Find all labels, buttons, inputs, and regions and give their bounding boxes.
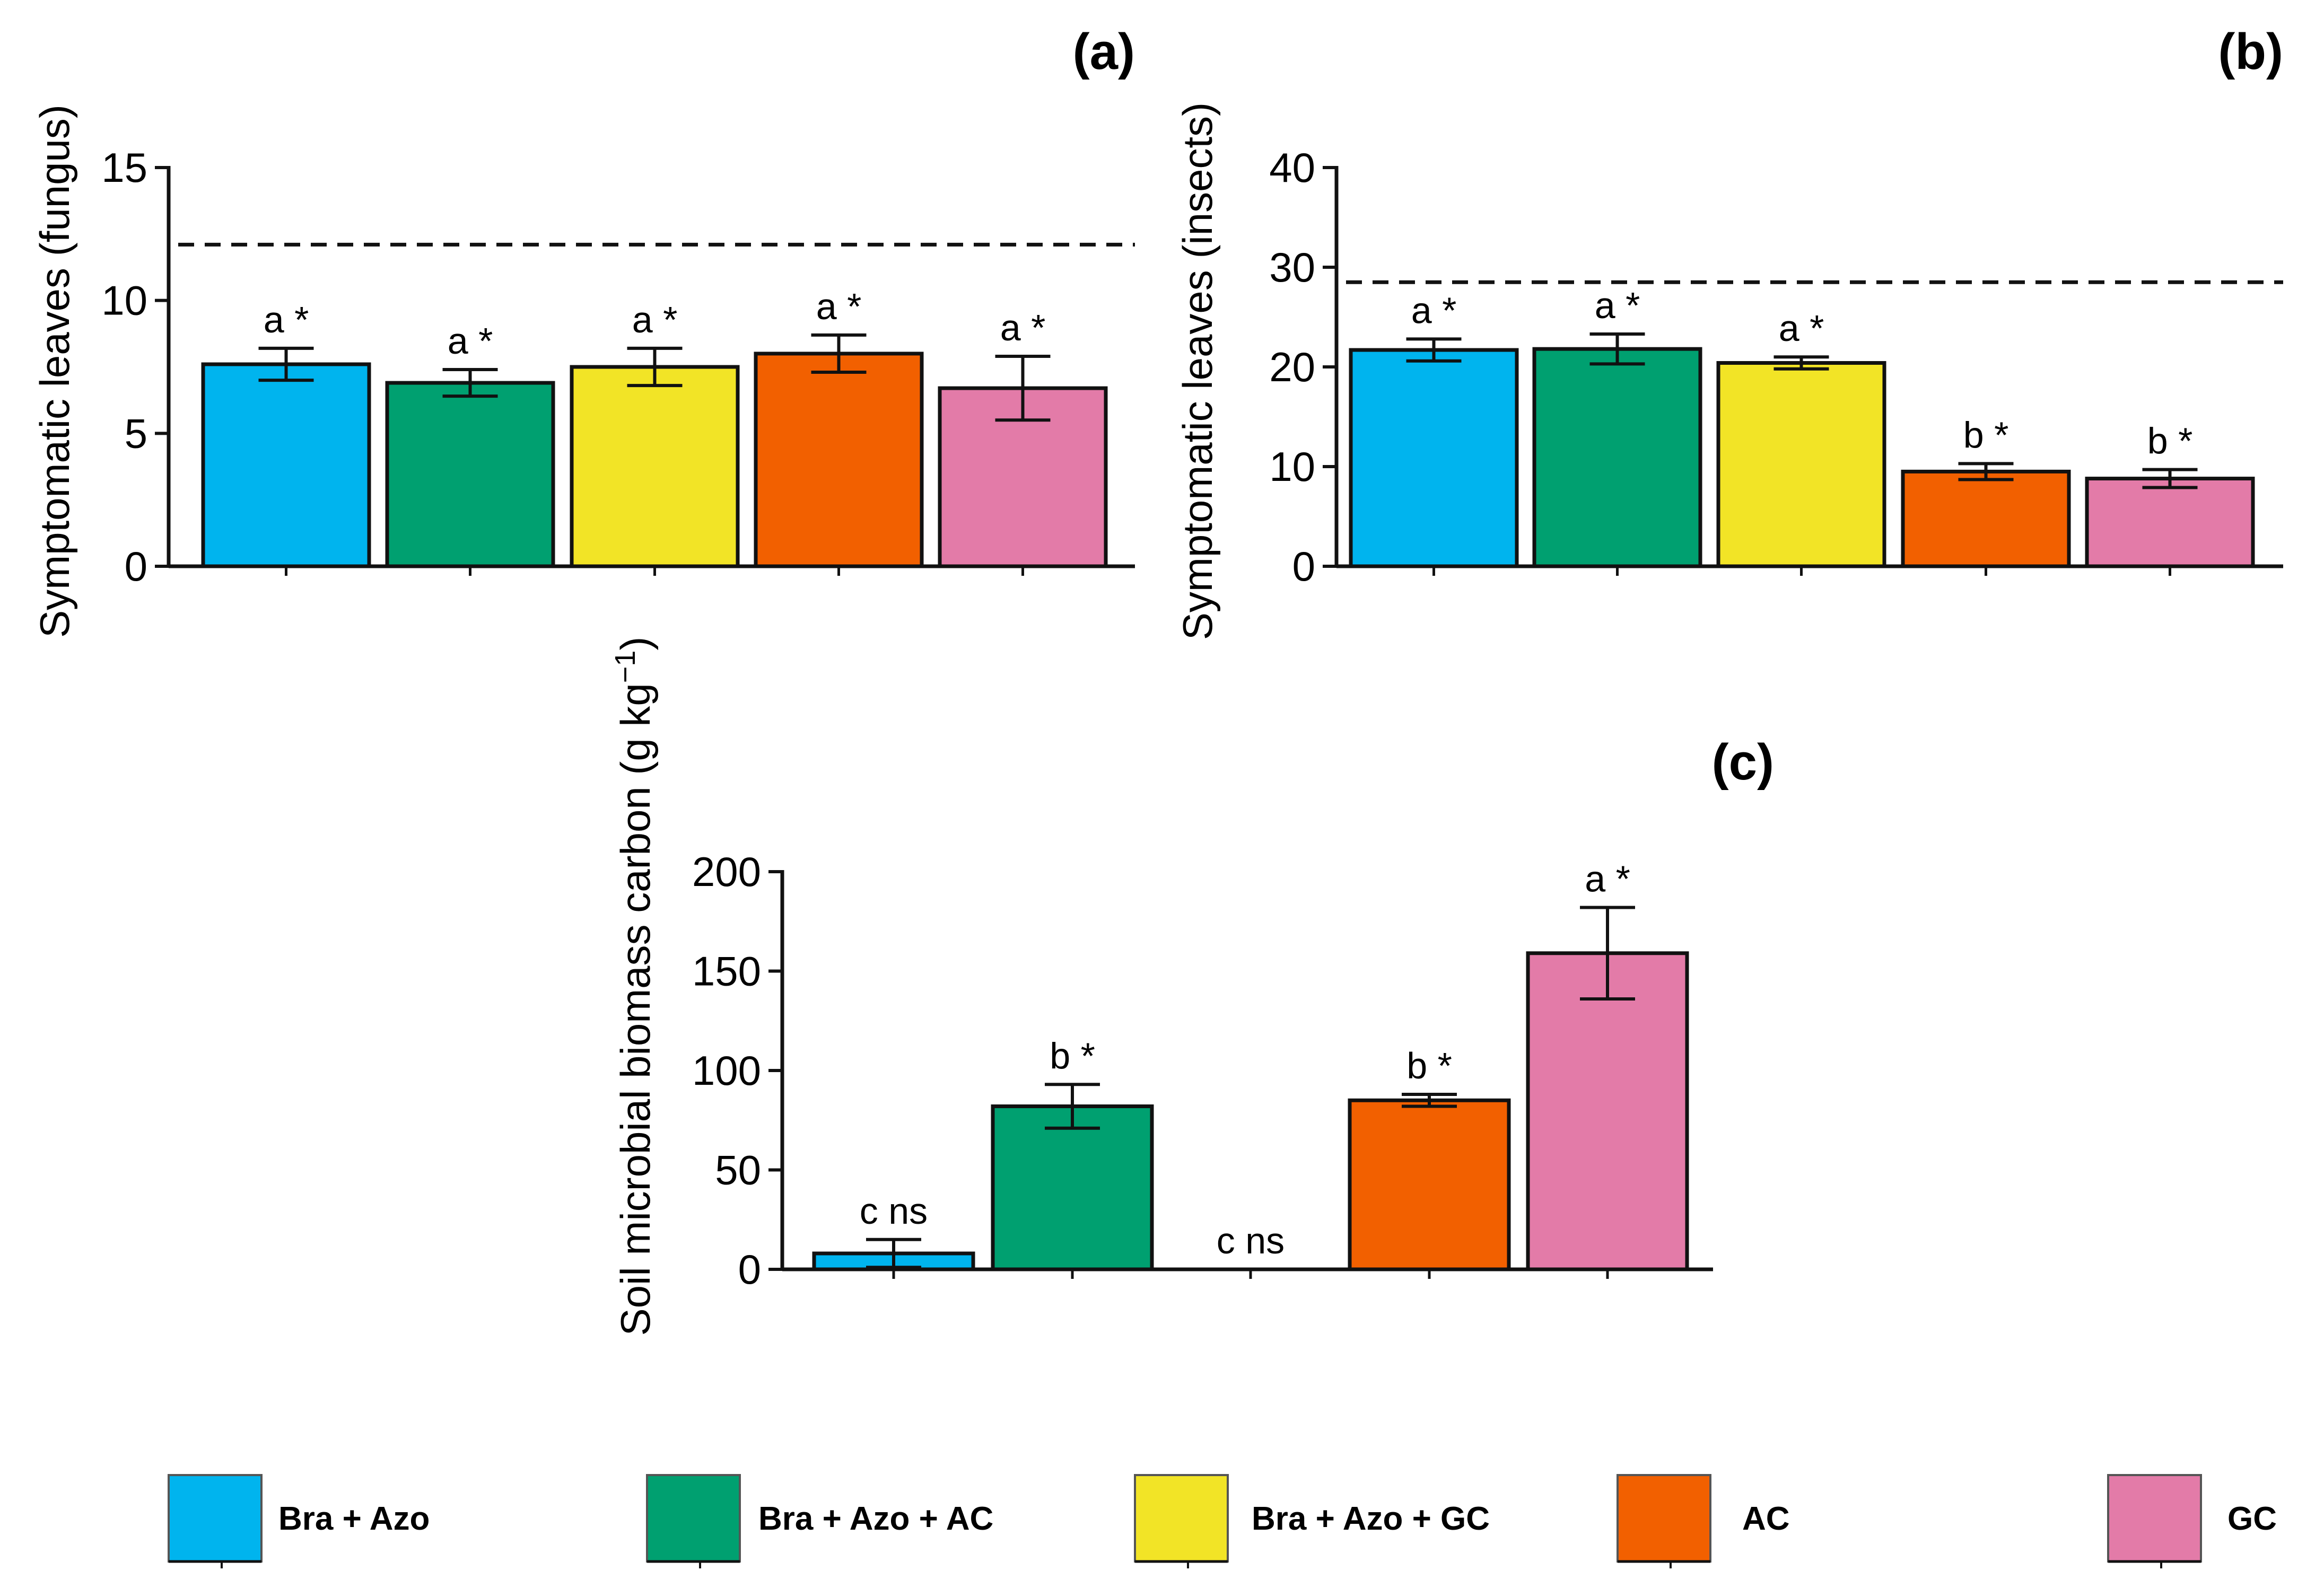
chart-panel-b: a * a * a * b * b * 0 10 20 30 40 [1269, 144, 2283, 590]
significance-label-a-2: a * [448, 320, 493, 362]
panel-label-c: (c) [1712, 734, 1774, 791]
y-tick-label-a-0: 0 [125, 543, 147, 590]
y-axis-title-a: Symptomatic leaves (fungus) [31, 104, 78, 638]
y-axis-title-c: Soil microbial biomass carbon (g kg−1) [609, 637, 659, 1336]
bar-b-3 [1716, 361, 1886, 568]
significance-label-c-3: c ns [1217, 1220, 1285, 1261]
bar-b-1 [1349, 348, 1519, 568]
y-tick-label-a-1: 5 [125, 410, 147, 457]
significance-label-a-1: a * [264, 299, 309, 340]
bar-a-3 [570, 365, 740, 568]
y-axis-title-c-main: Soil microbial biomass carbon (g kg [612, 683, 659, 1336]
bar-a-4 [754, 352, 924, 568]
significance-label-b-1: a * [1411, 289, 1457, 331]
legend: Bra + Azo Bra + Azo + AC Bra + Azo + GC AC G… [168, 1474, 2277, 1568]
bar-b-4 [1901, 469, 2071, 568]
significance-label-b-3: a * [1779, 308, 1824, 349]
y-axis-title-c-end: ) [612, 637, 659, 651]
y-tick-label-b-0: 0 [1292, 543, 1315, 590]
y-tick-label-c-0: 0 [738, 1246, 761, 1293]
y-tick-label-a-2: 10 [101, 277, 147, 324]
legend-label-2: Bra + Azo + AC [758, 1501, 993, 1537]
y-tick-label-c-4: 200 [692, 848, 761, 895]
significance-label-b-2: a * [1595, 285, 1640, 326]
y-axis-title-c-sup: −1 [609, 651, 641, 683]
panel-label-a: (a) [1073, 23, 1135, 80]
bar-c-2 [991, 1104, 1154, 1271]
y-tick-label-b-3: 30 [1269, 244, 1315, 291]
legend-label-5: GC [2227, 1501, 2277, 1537]
significance-label-a-5: a * [1000, 307, 1046, 348]
legend-swatch-3 [1134, 1474, 1229, 1563]
significance-label-a-3: a * [632, 299, 678, 340]
legend-swatch-2 [646, 1474, 741, 1563]
legend-label-1: Bra + Azo [278, 1501, 430, 1537]
y-tick-label-c-1: 50 [715, 1147, 761, 1194]
chart-panel-a: a * a * a * a * a * 0 5 10 15 [101, 144, 1135, 590]
bar-b-5 [2085, 477, 2255, 568]
panel-label-b: (b) [2218, 23, 2283, 80]
legend-label-4: AC [1742, 1501, 1790, 1537]
significance-label-c-1: c ns [860, 1190, 928, 1232]
significance-label-c-5: a * [1585, 858, 1630, 900]
y-tick-label-c-3: 150 [692, 948, 761, 995]
significance-label-a-4: a * [816, 286, 862, 327]
significance-label-b-4: b * [1963, 414, 2009, 455]
legend-swatch-1 [168, 1474, 263, 1563]
bar-b-2 [1532, 347, 1702, 568]
chart-panel-c: c ns b * c ns b * a * 0 50 100 150 200 [692, 848, 1713, 1293]
y-tick-label-b-1: 10 [1269, 443, 1315, 490]
significance-label-c-4: b * [1406, 1045, 1452, 1086]
y-tick-label-a-3: 15 [101, 144, 147, 191]
legend-swatch-5 [2107, 1474, 2202, 1563]
bar-a-1 [201, 362, 371, 568]
y-tick-label-b-4: 40 [1269, 144, 1315, 191]
significance-label-b-5: b * [2147, 420, 2193, 462]
bar-c-5 [1526, 951, 1689, 1271]
legend-swatch-4 [1617, 1474, 1711, 1563]
significance-label-c-2: b * [1050, 1035, 1095, 1076]
y-tick-label-b-2: 20 [1269, 344, 1315, 390]
y-tick-label-c-2: 100 [692, 1047, 761, 1094]
bar-c-4 [1348, 1098, 1511, 1271]
bar-a-2 [385, 381, 555, 568]
y-axis-title-b: Symptomatic leaves (insects) [1174, 102, 1221, 640]
legend-label-3: Bra + Azo + GC [1252, 1501, 1490, 1537]
